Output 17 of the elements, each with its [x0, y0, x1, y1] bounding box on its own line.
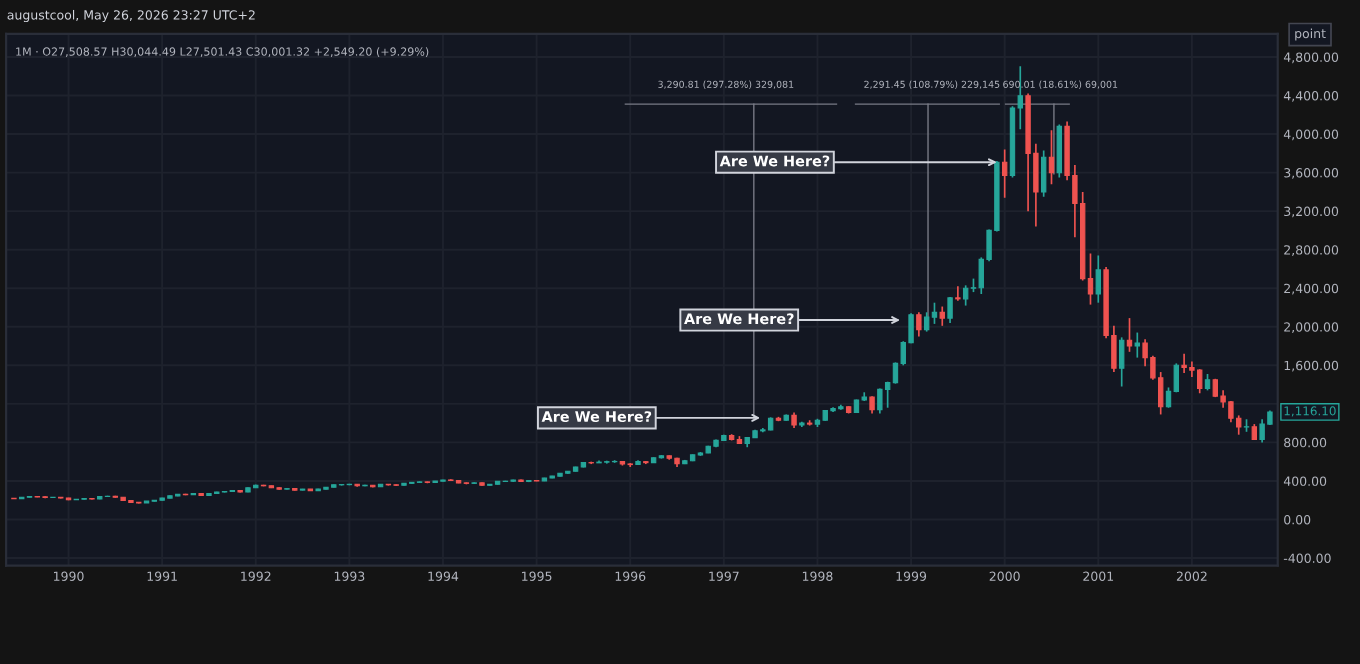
candlestick	[931, 301, 938, 325]
candlestick	[1126, 317, 1133, 353]
candlestick	[939, 305, 945, 327]
candlestick	[916, 311, 922, 338]
candlestick	[1259, 418, 1265, 444]
candlestick	[1095, 254, 1101, 304]
candlestick	[1056, 123, 1062, 179]
candlestick	[1040, 149, 1047, 198]
candlestick	[1001, 148, 1008, 199]
candlestick	[923, 311, 930, 333]
candlestick	[947, 296, 953, 324]
candlestick	[1118, 336, 1125, 388]
candlestick	[955, 285, 961, 302]
candlestick	[1181, 352, 1187, 374]
candlestick	[1134, 331, 1140, 359]
candlestick	[1197, 368, 1203, 395]
candlestick	[877, 387, 883, 415]
